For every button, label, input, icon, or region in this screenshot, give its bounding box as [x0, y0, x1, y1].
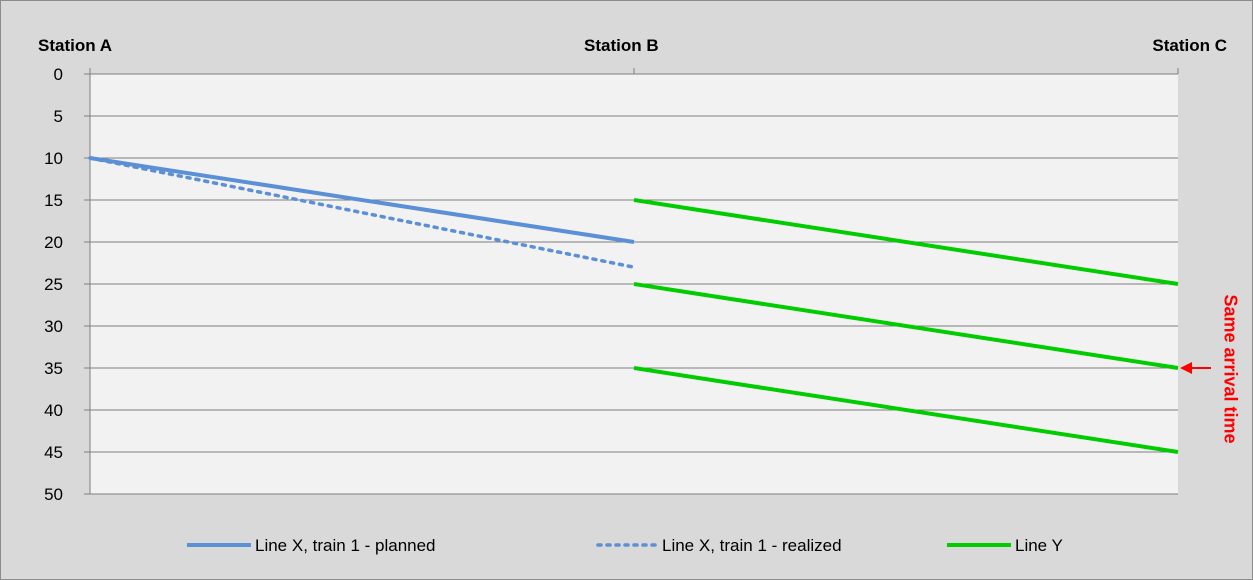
- series-lines: [88, 156, 1179, 454]
- y-tick-label: 50: [44, 485, 63, 504]
- y-tick-label: 40: [44, 401, 63, 420]
- station-labels: Station A Station B Station C: [38, 36, 1227, 55]
- annotation-arrow-head: [1180, 362, 1192, 374]
- y-axis-ticks: 0 5 10 15 20 25 30 35 40 45 50: [44, 65, 90, 504]
- legend-label-2: Line Y: [1015, 536, 1063, 555]
- y-tick-label: 30: [44, 317, 63, 336]
- y-tick-label: 0: [54, 65, 63, 84]
- station-label: Station C: [1152, 36, 1227, 55]
- legend: Line X, train 1 - planned Line X, train 1…: [187, 536, 1063, 555]
- annotation: Same arrival time: [1180, 294, 1240, 444]
- series-2-trip-0: [633, 198, 1179, 286]
- y-tick-label: 20: [44, 233, 63, 252]
- station-label: Station A: [38, 36, 112, 55]
- y-tick-label: 10: [44, 149, 63, 168]
- legend-label-1: Line X, train 1 - realized: [662, 536, 842, 555]
- y-tick-label: 5: [54, 107, 63, 126]
- annotation-label: Same arrival time: [1220, 294, 1240, 443]
- series-0-line: [89, 156, 635, 244]
- y-tick-label: 35: [44, 359, 63, 378]
- y-tick-label: 25: [44, 275, 63, 294]
- series-1-line: [88, 156, 636, 269]
- legend-label-0: Line X, train 1 - planned: [255, 536, 436, 555]
- y-tick-label: 45: [44, 443, 63, 462]
- station-label: Station B: [584, 36, 659, 55]
- y-tick-label: 15: [44, 191, 63, 210]
- series-2-trip-1: [633, 282, 1179, 370]
- series-2-trip-2: [633, 366, 1179, 454]
